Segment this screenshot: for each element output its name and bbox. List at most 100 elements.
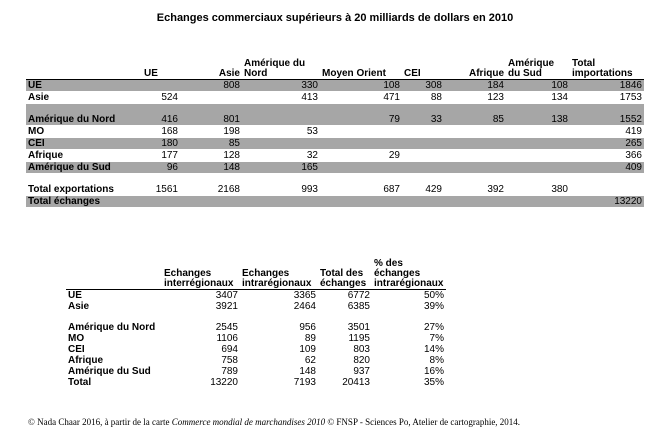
table-cell: 2464 xyxy=(293,301,316,312)
table-cell xyxy=(402,195,444,208)
row-label: Afrique xyxy=(68,355,103,366)
table-cell: 33 xyxy=(402,103,444,126)
table-cell: 6772 xyxy=(347,290,370,301)
table-cell xyxy=(320,126,402,138)
table-cell xyxy=(402,150,444,162)
column-header: UE xyxy=(122,57,180,80)
table-cell xyxy=(320,161,402,174)
table-cell: 1846 xyxy=(570,79,644,92)
table-row: MO 168 198 53 419 xyxy=(26,126,644,138)
table-cell: 32 xyxy=(306,150,318,161)
table-cell: 180 xyxy=(122,137,180,150)
table-cell xyxy=(402,161,444,174)
table-cell: 265 xyxy=(570,137,644,150)
table-cell: 7193 xyxy=(293,377,316,388)
table-cell xyxy=(444,126,506,138)
table-cell: 392 xyxy=(487,184,504,195)
table-cell: 79 xyxy=(320,103,402,126)
table-cell xyxy=(320,195,402,208)
table-cell: 409 xyxy=(570,161,644,174)
column-header: Total des échanges xyxy=(318,259,372,290)
table-cell: 366 xyxy=(625,150,642,161)
trade-matrix-table: UE Asie Amérique du Nord Moyen Orient CE… xyxy=(26,57,644,208)
table-cell: 471 xyxy=(383,92,400,103)
column-header: % des échanges intrarégionaux xyxy=(372,259,446,290)
table-cell: 198 xyxy=(223,126,240,137)
row-label: Total exportations xyxy=(28,184,114,195)
table-cell xyxy=(506,161,570,174)
table-cell: 1561 xyxy=(155,184,178,195)
table-cell: 108 xyxy=(320,79,402,92)
table-cell: 14% xyxy=(423,344,444,355)
table-cell: 419 xyxy=(625,126,642,137)
table-cell: 1195 xyxy=(348,333,370,344)
table-row: Amérique du Nord 416 801 79 33 85 138 15… xyxy=(26,103,644,126)
table-cell xyxy=(506,126,570,138)
table-row: UE 808 330 108 308 184 108 1846 xyxy=(26,79,644,92)
page-title: Echanges commerciaux supérieurs à 20 mil… xyxy=(156,12,514,24)
source-credit: © Nada Chaar 2016, à partir de la carte … xyxy=(28,417,520,427)
table-cell: 96 xyxy=(122,161,180,174)
column-header: Afrique xyxy=(444,57,506,80)
table-cell: 88 xyxy=(430,92,442,103)
table-cell: 13220 xyxy=(570,195,644,208)
table-row: Total exportations 1561 2168 993 687 429… xyxy=(26,174,644,196)
table-cell: 16% xyxy=(423,366,444,377)
table-cell: 801 xyxy=(180,103,242,126)
table-cell: 85 xyxy=(180,137,242,150)
table-cell: 3501 xyxy=(347,322,370,333)
table-cell: 808 xyxy=(180,79,242,92)
table-cell: 3365 xyxy=(293,290,316,301)
table-cell: 177 xyxy=(161,150,178,161)
table-cell: 993 xyxy=(301,184,318,195)
table-cell: 3407 xyxy=(215,290,238,301)
row-label: Total xyxy=(68,377,92,388)
column-header: Amérique du Sud xyxy=(506,57,570,80)
table-row: UE 3407 3365 6772 50% xyxy=(66,290,446,302)
table-cell: 2545 xyxy=(215,322,238,333)
row-label: Amérique du Sud xyxy=(26,161,122,174)
table-cell: 39% xyxy=(423,301,444,312)
table-cell xyxy=(242,103,320,126)
row-label: Asie xyxy=(28,92,50,103)
table-cell: 184 xyxy=(444,79,506,92)
table-cell: 128 xyxy=(223,150,240,161)
row-label: Afrique xyxy=(28,150,63,161)
table-row: MO 1106 89 1195 7% xyxy=(66,333,446,344)
table-cell: 148 xyxy=(299,366,316,377)
row-label: CEI xyxy=(68,344,85,355)
table-cell xyxy=(320,137,402,150)
table-cell xyxy=(242,195,320,208)
table-row: CEI 180 85 265 xyxy=(26,137,644,150)
table-cell: 29 xyxy=(388,150,400,161)
table-cell xyxy=(506,150,570,162)
table-row: Afrique 758 62 820 8% xyxy=(66,355,446,366)
table-cell xyxy=(180,195,242,208)
row-label: MO xyxy=(28,126,45,137)
table-cell xyxy=(242,137,320,150)
table-row: Amérique du Nord 2545 956 3501 27% xyxy=(66,312,446,333)
table-row: Total 13220 7193 20413 35% xyxy=(66,377,446,388)
row-label: Total échanges xyxy=(26,195,122,208)
table-cell: 1552 xyxy=(570,103,644,126)
table-cell: 168 xyxy=(161,126,178,137)
table-cell: 956 xyxy=(299,322,316,333)
table-cell xyxy=(444,161,506,174)
table-cell: 20413 xyxy=(342,377,370,388)
table-cell xyxy=(444,150,506,162)
table-cell: 85 xyxy=(444,103,506,126)
table-row: CEI 694 109 803 14% xyxy=(66,344,446,355)
table-cell: 6385 xyxy=(347,301,370,312)
table-cell: 524 xyxy=(161,92,178,103)
exchange-summary-table: Echanges interrégionaux Echanges intraré… xyxy=(66,259,446,388)
column-header: Echanges intrarégionaux xyxy=(240,259,318,290)
table-cell: 148 xyxy=(180,161,242,174)
table-cell: 165 xyxy=(242,161,320,174)
table-cell xyxy=(570,174,644,196)
row-label: CEI xyxy=(26,137,122,150)
table-cell xyxy=(444,137,506,150)
column-header: Total importations xyxy=(570,57,644,80)
table-cell: 8% xyxy=(429,355,444,366)
table-row: Amérique du Sud 789 148 937 16% xyxy=(66,366,446,377)
table-cell: 138 xyxy=(506,103,570,126)
